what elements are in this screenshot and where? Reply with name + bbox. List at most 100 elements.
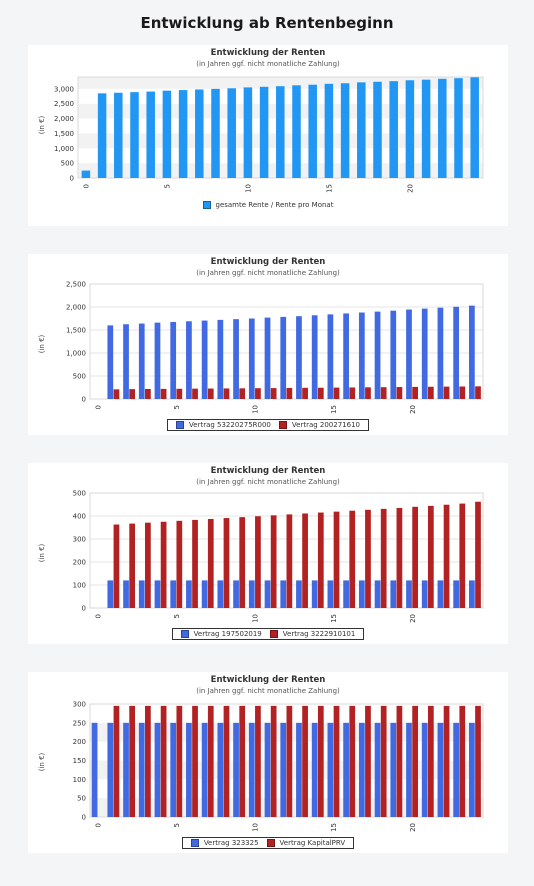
bar [296,316,302,399]
bar [239,388,246,399]
x-tick-label: 0 [94,405,102,409]
bar [192,388,198,399]
legend-swatch [278,421,287,429]
bar [296,580,302,608]
bar [389,81,398,178]
bar [390,580,397,608]
bar [302,513,308,608]
chart-subtitle: (in Jahren ggf. nicht monatliche Zahlung… [196,60,340,68]
bar [270,388,277,399]
bar [176,520,183,608]
bar [427,386,434,399]
bar [192,705,198,817]
legend-swatch [202,201,211,209]
bar [145,705,151,817]
y-tick-label: 100 [73,582,86,590]
bar [160,521,167,608]
bar [107,722,114,817]
bar [264,317,271,399]
x-tick-label: 5 [164,184,172,188]
chart-plot: 0 100 200 300 400 500 0 5 10 15 20 [73,490,484,623]
legend-item: gesamte Rente / Rente pro Monat [202,201,333,209]
bar [201,580,208,608]
y-tick-label: 100 [73,776,86,784]
bar [243,87,253,178]
bar [129,389,136,399]
legend-box: gesamte Rente / Rente pro Monat [195,200,342,210]
bar [454,78,463,178]
chart-title: Entwicklung der Renten [210,257,326,267]
bar [223,705,230,817]
grid-band [78,77,483,89]
bar [475,705,481,817]
bar [469,580,475,608]
bar [475,386,481,399]
legend-label: Vertrag 3222910101 [282,630,356,638]
bar [380,387,387,399]
bar [412,506,418,608]
y-tick-label: 0 [70,175,74,183]
bar [390,310,397,399]
bar [349,705,356,817]
bar [255,388,261,399]
x-tick-label: 0 [94,614,102,618]
bar [302,705,308,817]
bar [343,722,349,817]
chart-card-4: Entwicklung der Renten (in Jahren ggf. n… [28,672,508,853]
bar [349,387,356,399]
bar [311,580,318,608]
bar [123,324,129,399]
bar [365,705,371,817]
bar [129,523,136,608]
bar [380,508,387,608]
y-tick-label: 1,500 [54,130,74,138]
bar [324,83,334,178]
bar [333,387,340,399]
bar [211,88,220,178]
bar [421,722,428,817]
bar [207,705,214,817]
chart-legend: Vertrag 323325 Vertrag KapitalPRV [28,837,508,849]
bar [154,580,161,608]
bar [374,722,381,817]
chart-legend: gesamte Rente / Rente pro Monat [28,200,508,210]
x-tick-label: 5 [173,405,181,409]
bar [311,722,318,817]
bar [443,386,450,399]
bar [107,580,114,608]
legend-item: Vertrag KapitalPRV [266,839,345,847]
bar [427,505,434,608]
bar [406,580,412,608]
chart-card-1: Entwicklung der Renten (in Jahren ggf. n… [28,45,508,226]
bar [470,77,479,178]
bar [396,705,403,817]
bar [138,580,145,608]
bar [154,322,161,399]
bar [311,315,318,399]
x-tick-label: 5 [173,614,181,618]
chart-plot: 0 50 100 150 200 250 300 0 5 10 15 20 [73,701,484,832]
bar [176,705,183,817]
chart-title: Entwicklung der Renten [210,466,326,476]
bar [357,82,366,178]
bar [390,722,397,817]
bar [333,511,340,608]
bar [296,722,302,817]
bar [365,387,371,399]
bar [421,580,428,608]
x-tick-label: 20 [409,614,417,623]
bar [239,705,246,817]
x-tick-label: 15 [330,405,338,414]
bar [459,386,466,399]
bar [406,309,412,399]
bar [113,705,120,817]
bar [255,705,261,817]
bar [358,312,365,399]
chart-title: Entwicklung der Renten [210,48,326,58]
bar [437,722,444,817]
legend-box: Vertrag 53220275R000 Vertrag 200271610 [167,419,369,431]
bar [113,524,120,608]
bar [170,321,177,399]
bar [138,722,145,817]
bar [340,83,350,178]
